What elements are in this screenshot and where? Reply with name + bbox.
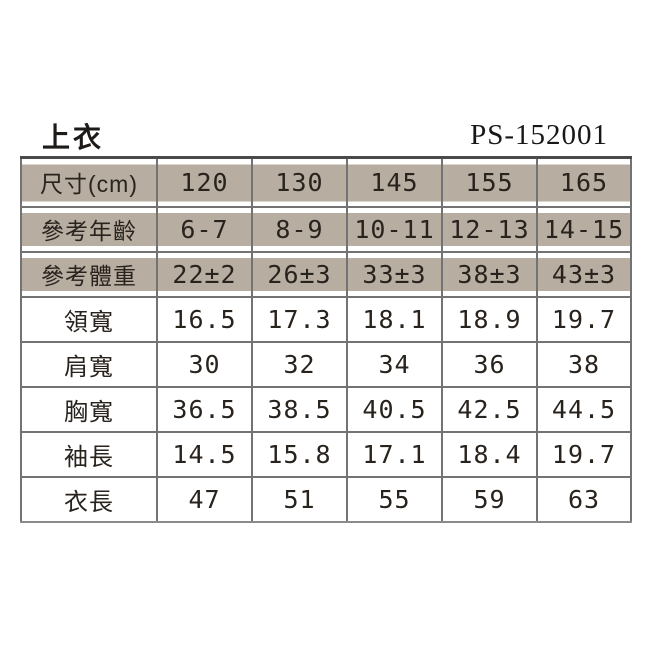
size-value-cell: 18.9: [441, 295, 538, 343]
size-value-cell: 145: [346, 156, 443, 208]
size-value-cell: 59: [441, 475, 538, 523]
size-value-cell: 14-15: [536, 205, 632, 253]
size-value-cell: 19.7: [536, 295, 632, 343]
size-value-cell: 18.1: [346, 295, 443, 343]
table-row-garment-length: 衣長 47 51 55 59 63: [20, 475, 632, 523]
size-value-cell: 40.5: [346, 385, 443, 433]
size-value-cell: 130: [251, 156, 348, 208]
size-value-cell: 16.5: [156, 295, 253, 343]
row-label: 袖長: [20, 430, 158, 478]
size-value-cell: 18.4: [441, 430, 538, 478]
size-value-cell: 34: [346, 340, 443, 388]
size-value-cell: 14.5: [156, 430, 253, 478]
size-value-cell: 63: [536, 475, 632, 523]
size-value-cell: 17.1: [346, 430, 443, 478]
size-value-cell: 17.3: [251, 295, 348, 343]
size-table: 尺寸(cm) 120 130 145 155 165 參考年齡 6-7 8-9 …: [20, 156, 632, 523]
size-value-cell: 165: [536, 156, 632, 208]
row-label: 參考年齡: [20, 205, 158, 253]
table-row-neck-width: 領寬 16.5 17.3 18.1 18.9 19.7: [20, 295, 632, 343]
row-label: 領寬: [20, 295, 158, 343]
size-value-cell: 15.8: [251, 430, 348, 478]
size-value-cell: 26±3: [251, 250, 348, 298]
size-value-cell: 36: [441, 340, 538, 388]
size-value-cell: 8-9: [251, 205, 348, 253]
size-value-cell: 12-13: [441, 205, 538, 253]
size-value-cell: 42.5: [441, 385, 538, 433]
size-value-cell: 36.5: [156, 385, 253, 433]
size-value-cell: 51: [251, 475, 348, 523]
row-label: 尺寸(cm): [20, 156, 158, 208]
size-value-cell: 6-7: [156, 205, 253, 253]
size-value-cell: 30: [156, 340, 253, 388]
table-row-weight: 參考體重 22±2 26±3 33±3 38±3 43±3: [20, 250, 632, 298]
size-value-cell: 19.7: [536, 430, 632, 478]
table-row-chest-width: 胸寬 36.5 38.5 40.5 42.5 44.5: [20, 385, 632, 433]
row-label: 肩寬: [20, 340, 158, 388]
row-label: 衣長: [20, 475, 158, 523]
product-code: PS-152001: [470, 119, 608, 151]
size-value-cell: 43±3: [536, 250, 632, 298]
size-value-cell: 44.5: [536, 385, 632, 433]
table-row-shoulder-width: 肩寬 30 32 34 36 38: [20, 340, 632, 388]
size-value-cell: 22±2: [156, 250, 253, 298]
size-value-cell: 155: [441, 156, 538, 208]
size-value-cell: 55: [346, 475, 443, 523]
size-value-cell: 120: [156, 156, 253, 208]
table-row-size: 尺寸(cm) 120 130 145 155 165: [20, 156, 632, 208]
size-value-cell: 38.5: [251, 385, 348, 433]
size-value-cell: 10-11: [346, 205, 443, 253]
size-value-cell: 38: [536, 340, 632, 388]
row-label: 參考體重: [20, 250, 158, 298]
page-title: 上衣: [42, 123, 105, 154]
size-value-cell: 32: [251, 340, 348, 388]
size-value-cell: 33±3: [346, 250, 443, 298]
row-label: 胸寬: [20, 385, 158, 433]
table-row-sleeve-length: 袖長 14.5 15.8 17.1 18.4 19.7: [20, 430, 632, 478]
size-value-cell: 38±3: [441, 250, 538, 298]
table-row-age: 參考年齡 6-7 8-9 10-11 12-13 14-15: [20, 205, 632, 253]
size-value-cell: 47: [156, 475, 253, 523]
